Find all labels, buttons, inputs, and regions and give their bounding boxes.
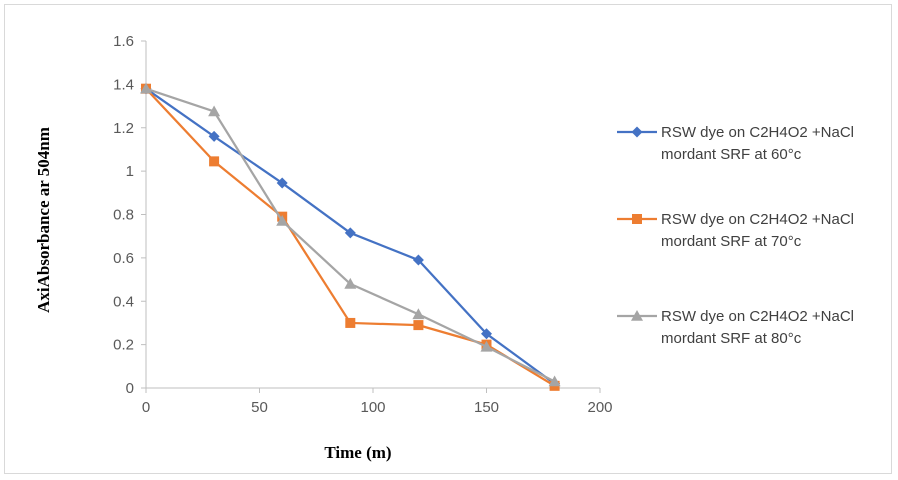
legend-entry-3: RSW dye on C2H4O2 +NaCl mordant SRF at 80… xyxy=(617,308,854,347)
legend-label-line2: mordant SRF at 60°c xyxy=(661,146,802,163)
x-tick-label: 0 xyxy=(142,399,150,416)
x-tick-label: 200 xyxy=(587,399,612,416)
legend-label-line2: mordant SRF at 80°c xyxy=(661,330,802,347)
data-point-square xyxy=(413,320,424,331)
data-point-square xyxy=(632,214,642,224)
data-point-triangle xyxy=(412,308,425,320)
data-point-diamond xyxy=(208,130,220,142)
y-axis-title: AxiAbsorbance ar 504nm xyxy=(34,127,53,313)
series-1 xyxy=(140,83,561,390)
x-tick-label: 100 xyxy=(360,399,385,416)
data-point-triangle xyxy=(276,215,289,226)
x-tick-label: 50 xyxy=(251,399,268,416)
data-point-triangle xyxy=(208,105,221,117)
y-tick-label: 1.6 xyxy=(113,33,134,50)
plot-area xyxy=(140,82,561,391)
y-tick-label: 1 xyxy=(126,163,134,180)
y-tick-label: 0.8 xyxy=(113,207,134,224)
line-chart: 0 0.2 0.4 0.6 0.8 1 1.2 1.4 1.6 0 50 100 150 200 Time… xyxy=(34,33,854,462)
y-tick-label: 0 xyxy=(126,380,134,397)
chart-frame: 0 0.2 0.4 0.6 0.8 1 1.2 1.4 1.6 0 50 100 150 200 Time… xyxy=(4,4,892,474)
legend-entry-1: RSW dye on C2H4O2 +NaCl mordant SRF at 60… xyxy=(617,124,854,163)
axes xyxy=(141,40,601,393)
legend-label-line1: RSW dye on C2H4O2 +NaCl xyxy=(661,211,854,228)
y-tick-label: 0.6 xyxy=(113,250,134,267)
data-point-triangle xyxy=(344,277,357,289)
y-tick-label: 1.4 xyxy=(113,76,134,93)
y-tick-label: 0.4 xyxy=(113,293,134,310)
data-point-diamond xyxy=(276,177,288,189)
tick-labels: 0 0.2 0.4 0.6 0.8 1 1.2 1.4 1.6 0 50 100 150 200 xyxy=(113,33,612,416)
x-axis-title: Time (m) xyxy=(324,443,391,462)
data-point-square xyxy=(209,156,220,167)
legend-label-line1: RSW dye on C2H4O2 +NaCl xyxy=(661,308,854,325)
legend-label-line2: mordant SRF at 70°c xyxy=(661,233,802,250)
legend-entry-2: RSW dye on C2H4O2 +NaCl mordant SRF at 70… xyxy=(617,211,854,250)
data-point-triangle xyxy=(548,375,561,387)
data-point-diamond xyxy=(412,254,424,266)
legend-label-line1: RSW dye on C2H4O2 +NaCl xyxy=(661,124,854,141)
data-point-diamond xyxy=(344,227,356,239)
y-tick-label: 0.2 xyxy=(113,337,134,354)
data-point-square xyxy=(345,317,356,328)
series-3 xyxy=(140,82,561,387)
legend: RSW dye on C2H4O2 +NaCl mordant SRF at 60… xyxy=(617,124,854,347)
data-point-diamond xyxy=(631,126,643,138)
x-tick-label: 150 xyxy=(474,399,499,416)
data-point-triangle xyxy=(480,340,493,352)
data-point-triangle xyxy=(631,310,643,321)
y-tick-label: 1.2 xyxy=(113,120,134,137)
data-point-diamond xyxy=(481,328,492,340)
data-point-triangle xyxy=(140,82,152,94)
